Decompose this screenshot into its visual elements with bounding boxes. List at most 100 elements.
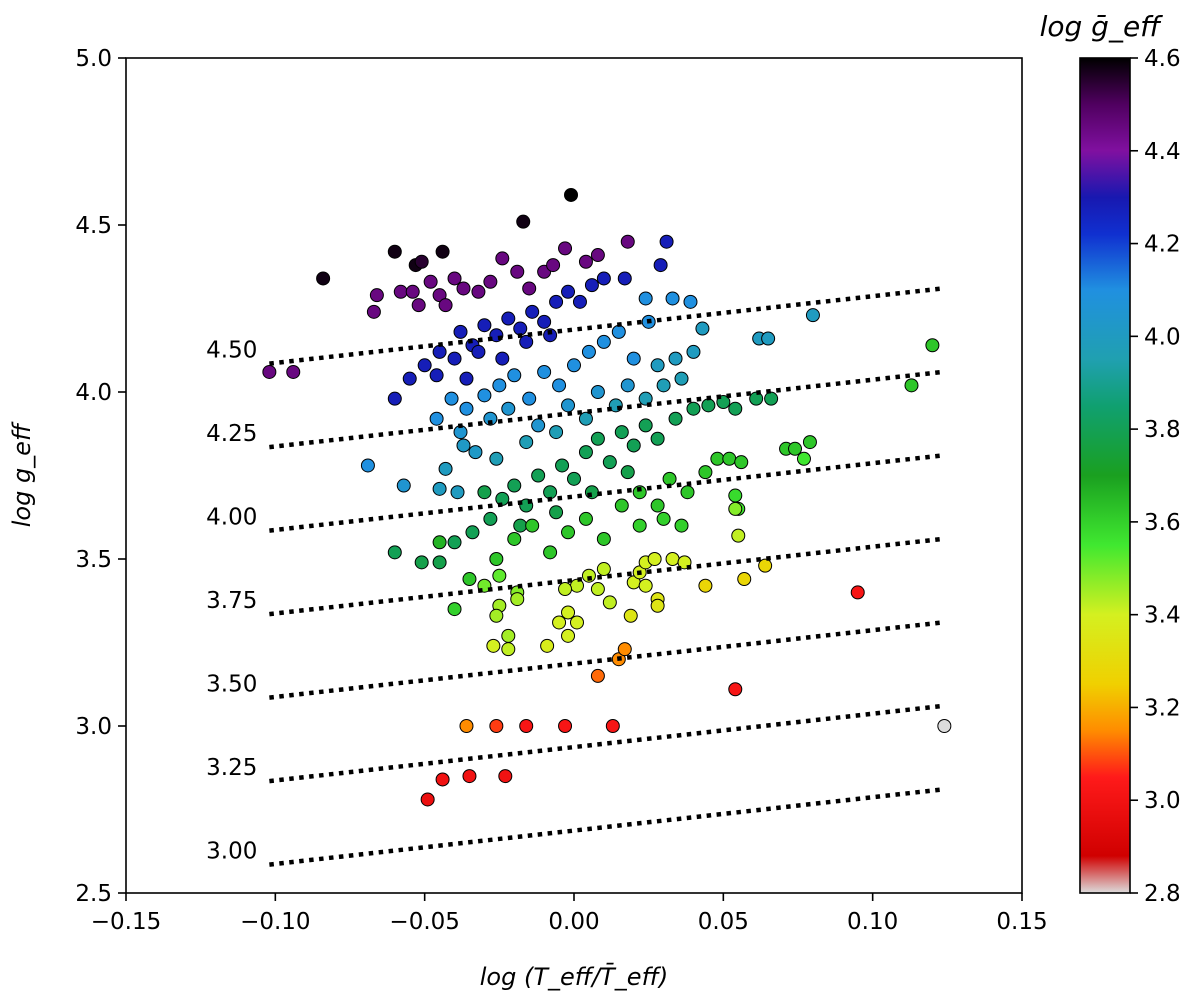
- data-point: [617, 271, 632, 286]
- x-axis-title: log (T_eff/T̄_eff): [480, 962, 669, 991]
- data-point: [360, 458, 375, 473]
- data-point: [567, 471, 581, 486]
- colorbar-tick-label: 3.6: [1144, 510, 1181, 536]
- data-point: [758, 558, 773, 573]
- data-point: [647, 552, 662, 566]
- data-point: [734, 455, 749, 470]
- colorbar-gradient: [1079, 57, 1131, 894]
- colorbar-tick-label: 4.4: [1144, 139, 1181, 165]
- data-point: [471, 284, 486, 299]
- data-point: [596, 562, 611, 577]
- data-point: [638, 578, 653, 593]
- data-point: [683, 294, 698, 309]
- y-tick-label: 4.5: [75, 213, 112, 239]
- data-point: [626, 351, 641, 366]
- data-point: [802, 435, 817, 450]
- data-point: [549, 505, 564, 520]
- data-point: [578, 445, 593, 460]
- data-point: [286, 364, 301, 379]
- data-point: [483, 274, 498, 289]
- data-point: [632, 518, 647, 533]
- iso-line-label: 3.00: [206, 839, 257, 865]
- data-point: [656, 511, 671, 526]
- data-point: [584, 278, 599, 293]
- data-point: [665, 291, 680, 306]
- data-point: [465, 525, 480, 540]
- colorbar-tick-label: 3.2: [1144, 695, 1181, 721]
- data-point: [522, 281, 537, 296]
- data-point: [489, 608, 504, 623]
- data-point: [501, 642, 516, 657]
- data-point: [414, 254, 429, 269]
- data-point: [567, 358, 581, 373]
- y-tick-label: 3.0: [75, 714, 112, 740]
- data-point: [447, 351, 462, 366]
- data-point: [701, 398, 716, 413]
- data-point: [483, 411, 498, 426]
- data-point: [414, 555, 429, 570]
- data-point: [492, 568, 507, 583]
- data-point: [614, 498, 629, 513]
- data-point: [522, 391, 537, 406]
- data-point: [623, 608, 638, 623]
- data-point: [611, 324, 626, 339]
- data-point: [632, 485, 647, 500]
- data-point: [659, 234, 674, 249]
- data-point: [387, 545, 402, 560]
- iso-line: [269, 787, 942, 867]
- data-point: [316, 271, 331, 286]
- data-point: [749, 391, 764, 406]
- data-point: [686, 401, 701, 416]
- data-point: [728, 682, 743, 697]
- colorbar-tick-label: 2.8: [1144, 881, 1181, 907]
- data-point: [805, 308, 820, 323]
- data-point: [620, 234, 635, 249]
- data-point: [262, 364, 277, 379]
- x-tick-label: 0.10: [847, 909, 898, 935]
- iso-line-label: 3.75: [206, 588, 257, 614]
- iso-line: [269, 620, 942, 700]
- data-point: [698, 465, 713, 480]
- iso-line: [269, 286, 942, 366]
- data-point: [495, 351, 510, 366]
- iso-line: [269, 536, 942, 617]
- data-point: [510, 592, 525, 607]
- data-point: [369, 288, 384, 303]
- data-point: [459, 401, 474, 416]
- data-point: [596, 334, 611, 349]
- data-point: [471, 344, 486, 359]
- iso-line-label: 4.00: [206, 505, 257, 531]
- data-point: [764, 391, 779, 406]
- data-point: [561, 605, 576, 620]
- data-point: [507, 368, 522, 383]
- data-point: [489, 552, 504, 566]
- data-point: [728, 401, 743, 416]
- data-point: [525, 304, 540, 319]
- data-point: [423, 274, 438, 289]
- data-point: [525, 518, 540, 533]
- colorbar-tick-label: 3.0: [1144, 788, 1181, 814]
- data-point: [722, 451, 737, 466]
- data-point: [516, 214, 531, 229]
- data-point: [468, 445, 483, 460]
- data-point: [438, 461, 453, 476]
- data-point: [462, 572, 477, 587]
- data-point: [925, 338, 940, 353]
- data-point: [435, 772, 450, 787]
- data-point: [695, 321, 710, 336]
- data-point: [728, 501, 743, 516]
- data-point: [540, 638, 555, 653]
- data-point: [581, 568, 596, 583]
- data-point: [569, 615, 584, 630]
- data-point: [578, 511, 593, 526]
- data-point: [531, 418, 546, 433]
- data-point: [438, 298, 453, 313]
- y-axis-title: log g_eff: [8, 421, 36, 527]
- colorbar-tick-label: 4.0: [1144, 324, 1181, 350]
- data-point: [396, 478, 411, 493]
- data-point: [417, 358, 432, 373]
- data-point: [519, 334, 534, 349]
- data-point: [731, 528, 746, 543]
- data-point: [602, 595, 617, 610]
- iso-line-label: 3.50: [206, 672, 257, 698]
